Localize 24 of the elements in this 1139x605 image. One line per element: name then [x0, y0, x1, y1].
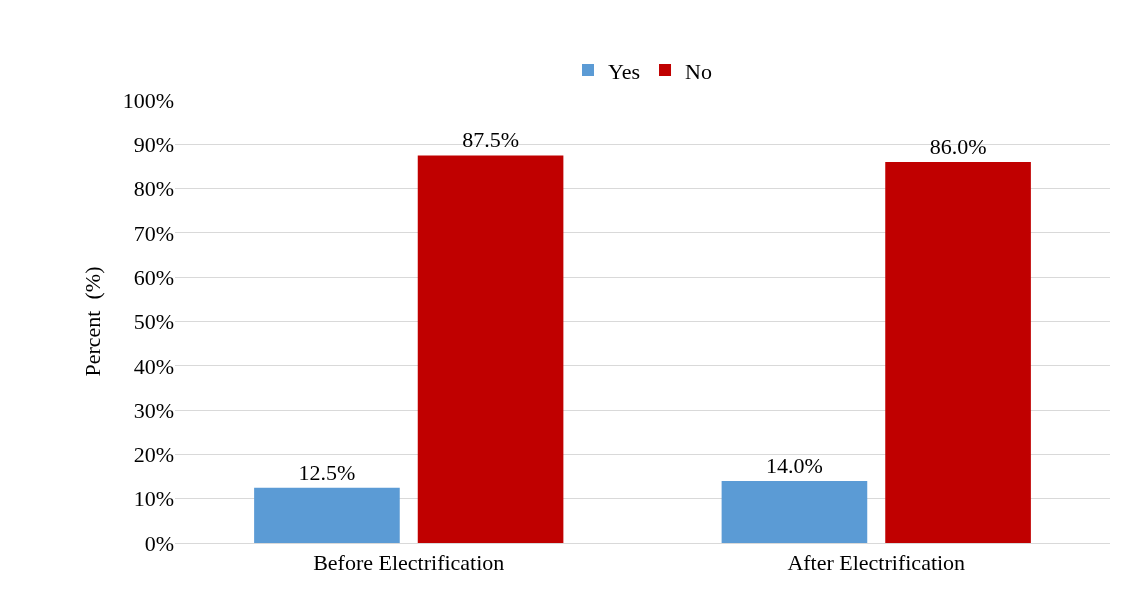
y-tick-label: 60%: [133, 264, 174, 290]
legend-label: Yes: [608, 58, 641, 84]
bar: [721, 480, 868, 543]
y-tick-label: 20%: [133, 442, 174, 468]
data-label: 14.0%: [766, 452, 823, 478]
legend-label: No: [685, 58, 712, 84]
y-tick-label: 80%: [133, 176, 174, 202]
y-tick-label: 100%: [122, 87, 174, 113]
bar: [254, 487, 400, 543]
data-label: 12.5%: [298, 459, 356, 485]
y-tick-label: 70%: [133, 220, 174, 246]
bar: [417, 155, 564, 543]
y-tick-label: 40%: [133, 353, 174, 379]
data-label: 86.0%: [929, 134, 987, 160]
x-tick-label: After Electrification: [787, 550, 966, 576]
y-tick-label: 50%: [133, 309, 174, 335]
x-tick-label: Before Electrification: [313, 550, 505, 576]
bar: [885, 162, 1031, 543]
data-label: 87.5%: [462, 127, 519, 153]
y-tick-label: 90%: [133, 132, 174, 157]
y-tick-label: 10%: [133, 486, 174, 512]
y-axis-title: Percent (%): [80, 266, 106, 377]
y-tick-label: 30%: [133, 397, 174, 423]
y-tick-label: 0%: [144, 530, 174, 556]
